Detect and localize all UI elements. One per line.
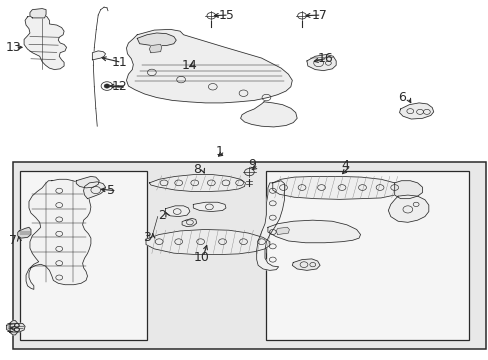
Text: 16: 16 — [317, 51, 333, 64]
Polygon shape — [256, 181, 284, 270]
Text: 9: 9 — [248, 158, 256, 171]
Polygon shape — [399, 103, 433, 119]
Polygon shape — [292, 259, 320, 270]
Polygon shape — [276, 227, 289, 234]
Text: 17: 17 — [311, 9, 327, 22]
Polygon shape — [9, 320, 18, 323]
Polygon shape — [76, 176, 99, 188]
Polygon shape — [9, 332, 18, 335]
Text: 18: 18 — [5, 322, 21, 335]
Polygon shape — [165, 206, 189, 217]
Circle shape — [104, 84, 110, 88]
Text: 8: 8 — [193, 163, 201, 176]
Polygon shape — [306, 54, 335, 71]
Polygon shape — [272, 176, 400, 199]
Polygon shape — [18, 227, 31, 238]
Polygon shape — [30, 9, 46, 18]
Text: 6: 6 — [397, 91, 405, 104]
Polygon shape — [240, 102, 297, 127]
Bar — [13, 162, 485, 348]
Text: 11: 11 — [112, 56, 127, 69]
Polygon shape — [394, 181, 422, 199]
Text: 3: 3 — [143, 231, 151, 244]
Text: 13: 13 — [5, 41, 21, 54]
Text: 10: 10 — [193, 251, 209, 264]
Text: 7: 7 — [9, 234, 18, 247]
Text: 1: 1 — [215, 145, 223, 158]
Bar — [266, 171, 468, 339]
Text: 15: 15 — [219, 9, 235, 22]
Bar — [20, 171, 147, 339]
Polygon shape — [126, 30, 292, 103]
Polygon shape — [26, 179, 91, 289]
Polygon shape — [92, 51, 105, 60]
Polygon shape — [193, 202, 225, 212]
Polygon shape — [149, 44, 161, 53]
Polygon shape — [83, 182, 105, 199]
Polygon shape — [387, 195, 428, 222]
Polygon shape — [182, 219, 196, 226]
Text: 5: 5 — [107, 184, 115, 197]
Polygon shape — [137, 33, 176, 45]
Polygon shape — [24, 15, 66, 69]
Polygon shape — [149, 175, 245, 192]
Polygon shape — [267, 220, 360, 243]
Text: 14: 14 — [182, 59, 198, 72]
Text: 2: 2 — [158, 210, 165, 222]
Text: 4: 4 — [340, 159, 348, 172]
Polygon shape — [146, 229, 269, 255]
Text: 12: 12 — [112, 80, 127, 93]
Polygon shape — [6, 323, 25, 332]
